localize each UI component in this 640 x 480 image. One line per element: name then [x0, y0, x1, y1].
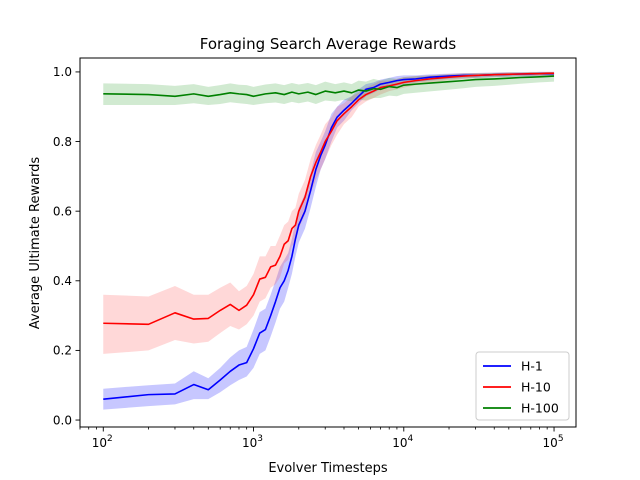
chart-title: Foraging Search Average Rewards [200, 35, 457, 53]
y-tick-label: 1.0 [53, 65, 72, 79]
legend-box [475, 351, 570, 421]
series-lines [103, 72, 555, 400]
y-tick-label: 0.6 [53, 204, 72, 218]
x-tick-label: 103 [242, 434, 263, 450]
line-h-10 [103, 72, 555, 326]
legend-label-h-1: H-1 [521, 359, 543, 374]
confidence-bands [103, 71, 555, 410]
band-h-1 [103, 71, 555, 410]
x-axis-label: Evolver Timesteps [268, 461, 388, 476]
band-h-100 [103, 71, 555, 105]
y-tick-label: 0.8 [53, 135, 72, 149]
x-axis-ticks: 102 103 104 105 [79, 427, 564, 450]
y-axis-label: Average Ultimate Rewards [28, 157, 43, 330]
band-h-10 [103, 71, 555, 354]
plot-frame [79, 57, 577, 428]
y-tick-label: 0.2 [53, 344, 72, 358]
x-tick-label: 104 [392, 434, 413, 450]
y-axis-ticks: 0.0 0.2 0.4 0.6 0.8 1.0 [53, 65, 80, 427]
y-tick-label: 0.0 [53, 413, 72, 427]
line-h-100 [103, 75, 555, 98]
legend-label-h-100: H-100 [521, 401, 559, 416]
legend: H-1 H-10 H-100 [475, 351, 570, 421]
legend-label-h-10: H-10 [521, 380, 551, 395]
x-tick-label: 102 [92, 434, 113, 450]
y-tick-label: 0.4 [53, 274, 72, 288]
x-tick-label: 105 [543, 434, 564, 450]
